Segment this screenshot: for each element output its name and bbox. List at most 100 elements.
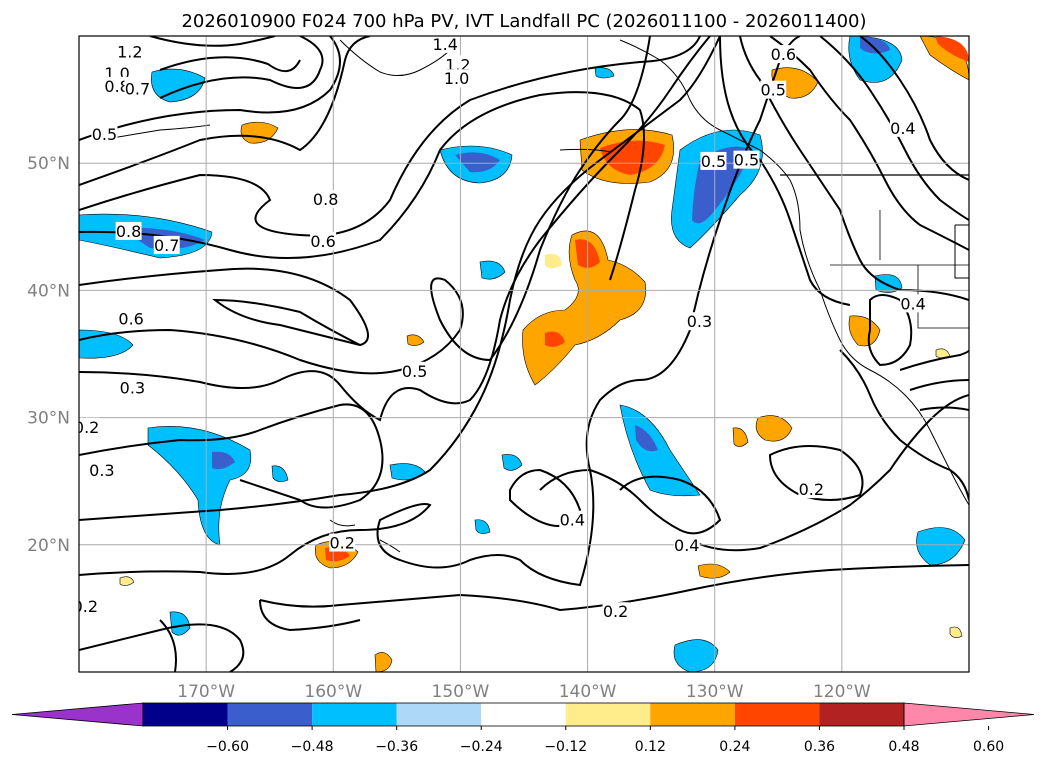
contour-label-bg [79, 417, 100, 436]
lat-tick-label: 40°N [27, 281, 70, 301]
lat-tick-label: 50°N [27, 154, 70, 174]
contour-label-bg [444, 55, 471, 74]
contour-label: 0.8 [312, 190, 339, 209]
negative-anomaly-region [271, 465, 289, 482]
pv-contours [79, 36, 969, 672]
contour-label: 0.2 [602, 602, 629, 621]
contour-label-bg [118, 309, 145, 328]
contour-label-bg [91, 125, 118, 144]
contour-label: 0.2 [79, 417, 100, 437]
contour-label: 0.4 [889, 118, 916, 138]
contour-label-text: 0.5 [760, 81, 785, 100]
colorbar-tick-label: 0.36 [804, 739, 835, 755]
contour-label: 0.5 [760, 80, 787, 100]
contour-label: 0.2 [329, 533, 356, 553]
colorbar-tick-label: −0.60 [206, 739, 249, 755]
positive-anomaly-region [755, 415, 793, 442]
contour-label: 0.5 [733, 150, 760, 170]
contour-label-bg [312, 190, 339, 209]
positive-anomaly-region [949, 626, 963, 638]
negative-anomaly-region [916, 527, 966, 566]
contour-label-text: 0.5 [701, 152, 726, 171]
contour-label-text: 0.7 [125, 79, 150, 98]
negative-anomaly-region [594, 67, 615, 79]
colorbar-tick-label: −0.24 [460, 739, 503, 755]
positive-anomaly-region [406, 334, 425, 346]
contour-label: 1.2 [116, 42, 143, 62]
contour-label-text: 0.7 [154, 236, 179, 255]
contour-label-bg [798, 480, 825, 499]
contour-label-text: 1.2 [117, 43, 142, 62]
contour-label: 0.3 [119, 378, 146, 397]
colorbar-tick-label: 0.60 [973, 739, 1004, 755]
contour-label-text: 0.6 [118, 310, 143, 329]
contour-label-bg [700, 151, 727, 170]
graticule [79, 36, 969, 672]
positive-anomaly-region [732, 427, 749, 447]
contour-label: 0.8 [104, 76, 131, 96]
contour-label-bg [153, 235, 180, 254]
colorbar-frame [142, 702, 905, 727]
contour-label-text: 0.5 [92, 125, 117, 144]
contour-label-text: 0.2 [603, 602, 628, 621]
contour-label-bg [119, 378, 146, 397]
contour-label-bg [673, 536, 700, 555]
contour-label-bg [900, 294, 927, 313]
contour-label-bg [770, 45, 797, 64]
contour-label-bg [329, 533, 356, 552]
contour-label-text: 0.2 [73, 597, 98, 616]
contour-label-text: 1.4 [432, 35, 457, 54]
contour-label: 0.6 [118, 309, 145, 329]
contour-label-bg [760, 80, 787, 99]
colorbar-tick-label: 0.12 [635, 739, 666, 755]
contour-label: 0.5 [91, 125, 118, 144]
contour-label-text: 0.3 [89, 461, 114, 480]
colorbar-segment [227, 703, 313, 726]
colorbar: −0.60 −0.48 −0.36 −0.24 −0.12 0.12 0.24 0.36 0.4… [11, 702, 1035, 755]
contour-label: 0.4 [673, 536, 700, 555]
contour-label-text: 0.4 [900, 294, 925, 313]
colorbar-segment [819, 703, 904, 726]
contour-label: 0.3 [88, 461, 115, 480]
contour-label-bg [733, 150, 760, 169]
contour-label-bg [602, 602, 629, 621]
contour-label: 0.5 [700, 151, 727, 171]
contour-label-text: 0.8 [116, 222, 141, 241]
colorbar-tick-label: 0.24 [719, 739, 750, 755]
contour-label-bg [432, 36, 459, 53]
contour-label: 0.6 [770, 45, 797, 64]
contour-label-bg [686, 312, 713, 331]
contour-label-bg [116, 42, 143, 61]
contour-label: 0.7 [153, 235, 180, 255]
contour-label-bg [124, 79, 151, 98]
contour-label-text: 0.5 [402, 362, 427, 381]
contour-labels: 1.21.00.80.70.51.41.21.00.60.50.40.5 0.50… [73, 35, 927, 621]
contour-label-text: 0.4 [674, 536, 699, 555]
contour-label: 0.2 [73, 597, 99, 616]
map-area: 1.21.00.80.70.51.41.21.00.60.50.40.5 0.50… [73, 35, 969, 672]
contour-label-text: 0.5 [734, 151, 759, 170]
contour-label-text: 0.2 [799, 480, 824, 499]
contour-label-text: 0.4 [560, 511, 585, 530]
longitude-axis: 170°W 160°W 150°W 140°W 130°W 120°W [177, 682, 871, 702]
contour-label: 1.4 [432, 35, 459, 54]
contour-label: 0.4 [900, 294, 927, 313]
colorbar-tick-label: 0.48 [888, 739, 919, 755]
contour-label-text: 0.6 [771, 45, 796, 64]
lon-tick-label: 160°W [304, 682, 362, 702]
negative-anomaly-region [479, 260, 506, 280]
lon-tick-label: 150°W [432, 682, 490, 702]
contour-label: 0.7 [124, 79, 151, 98]
map-frame [78, 35, 970, 673]
lon-tick-label: 170°W [177, 682, 235, 702]
contour-label-bg [104, 76, 131, 95]
contour-label: 0.5 [401, 361, 428, 381]
contour-label: 0.6 [310, 232, 337, 251]
contour-label: 1.0 [443, 69, 470, 88]
positive-anomaly-region [697, 563, 731, 579]
negative-anomaly-region [474, 519, 491, 534]
contour-label-bg [889, 118, 916, 137]
contour-label-text: 0.2 [329, 534, 354, 553]
colorbar-segment [650, 703, 735, 726]
